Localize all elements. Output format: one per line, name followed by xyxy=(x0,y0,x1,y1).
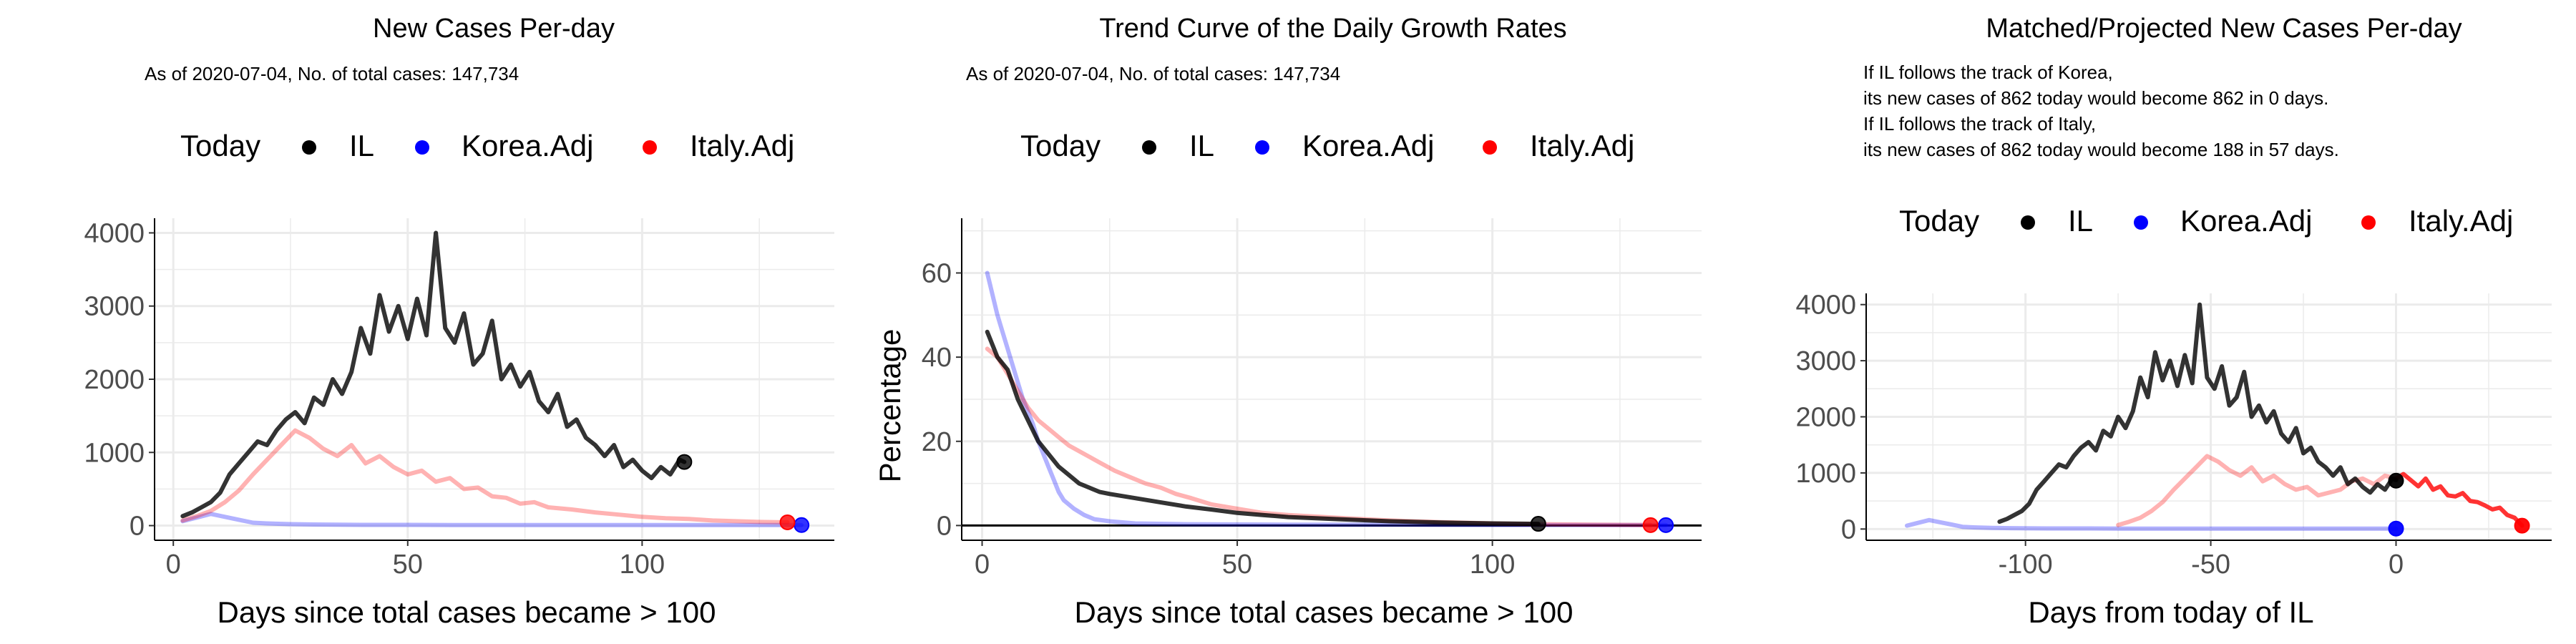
today-point-italy-adj xyxy=(2514,517,2530,534)
panel-1-title: New Cases Per-day xyxy=(373,14,615,44)
legend-label-korea: Korea.Adj xyxy=(2180,204,2312,238)
today-point-italy-adj xyxy=(1642,517,1659,533)
y-tick-label: 2000 xyxy=(84,365,145,395)
legend-label-italy: Italy.Adj xyxy=(2409,204,2513,238)
x-tick-label: 50 xyxy=(393,550,423,580)
panel-3-title: Matched/Projected New Cases Per-day xyxy=(1986,14,2462,44)
legend-label-il: IL xyxy=(1189,129,1214,162)
legend-label-italy: Italy.Adj xyxy=(690,129,794,162)
today-point-korea-adj xyxy=(1658,517,1674,533)
panel-3-annotations: If IL follows the track of Korea, its ne… xyxy=(1863,62,2339,160)
panel-1-subtitle: As of 2020-07-04, No. of total cases: 14… xyxy=(145,63,519,84)
x-tick-label: 100 xyxy=(1470,550,1515,580)
plot-background xyxy=(962,218,1702,540)
legend-label-korea: Korea.Adj xyxy=(1302,129,1434,162)
x-tick-label: -50 xyxy=(2191,550,2230,580)
y-tick-label: 0 xyxy=(130,512,145,542)
series-line-il xyxy=(180,230,687,519)
panel-2-subtitle: As of 2020-07-04, No. of total cases: 14… xyxy=(966,63,1340,84)
series-line-il xyxy=(1997,302,2399,525)
legend-title: Today xyxy=(1899,204,1979,238)
legend-label-il: IL xyxy=(2068,204,2093,238)
y-tick-label: 3000 xyxy=(84,292,145,322)
series-line-korea-adj xyxy=(180,512,804,527)
legend-label-italy: Italy.Adj xyxy=(1530,129,1634,162)
legend-title: Today xyxy=(180,129,260,162)
panel-growth-rates: Trend Curve of the Daily Growth Rates As… xyxy=(873,14,1702,629)
panel-2-plot: 0 50 100 0 20 40 60 xyxy=(922,218,1702,580)
legend-key-italy xyxy=(643,140,657,155)
series-line-italy-adj-projected xyxy=(2394,472,2524,528)
annotation-line: If IL follows the track of Korea, xyxy=(1863,62,2113,83)
legend-key-il xyxy=(1142,140,1156,155)
annotation-line: its new cases of 862 today would become … xyxy=(1863,87,2328,109)
legend-key-il xyxy=(2021,215,2035,230)
series-line-italy-adj xyxy=(180,428,790,525)
annotation-line: its new cases of 862 today would become … xyxy=(1863,139,2339,160)
panel-2-legend: Today IL Korea.Adj Italy.Adj xyxy=(1020,129,1634,162)
today-point-italy-adj xyxy=(779,514,796,530)
y-tick-label: 0 xyxy=(937,511,952,541)
panel-new-cases: New Cases Per-day As of 2020-07-04, No. … xyxy=(84,14,834,629)
x-tick-label: -100 xyxy=(1999,550,2053,580)
panel-2-y-axis-label: Percentage xyxy=(873,329,907,483)
legend-key-il xyxy=(302,140,316,155)
today-point-il xyxy=(676,454,693,470)
y-tick-label: 2000 xyxy=(1795,403,1856,433)
legend-key-italy xyxy=(1483,140,1497,155)
today-point-il xyxy=(2388,472,2404,489)
x-tick-label: 0 xyxy=(166,550,181,580)
panel-2-x-axis-label: Days since total cases became > 100 xyxy=(1075,595,1574,629)
legend-key-italy xyxy=(2361,215,2376,230)
y-tick-label: 0 xyxy=(1841,514,1856,545)
panel-1-x-axis-label: Days since total cases became > 100 xyxy=(218,595,716,629)
panel-3-legend: Today IL Korea.Adj Italy.Adj xyxy=(1899,204,2513,238)
series-line-il xyxy=(985,329,1541,527)
legend-label-il: IL xyxy=(349,129,374,162)
y-tick-label: 40 xyxy=(922,343,952,373)
panel-3-x-axis-label: Days from today of IL xyxy=(2028,595,2313,629)
y-tick-label: 20 xyxy=(922,427,952,457)
y-tick-label: 4000 xyxy=(1795,291,1856,321)
x-tick-label: 50 xyxy=(1222,550,1252,580)
panel-matched-projected: Matched/Projected New Cases Per-day If I… xyxy=(1795,14,2552,629)
legend-title: Today xyxy=(1020,129,1101,162)
series-line-korea-adj xyxy=(1905,517,2399,531)
y-tick-label: 3000 xyxy=(1795,346,1856,376)
legend-key-korea xyxy=(415,140,429,155)
series-line-korea-adj xyxy=(985,270,1669,527)
x-tick-label: 0 xyxy=(975,550,990,580)
x-tick-label: 100 xyxy=(620,550,665,580)
panel-3-plot: -100 -50 0 0 1000 2000 3000 4000 xyxy=(1795,291,2552,580)
x-tick-label: 0 xyxy=(2389,550,2404,580)
panel-1-legend: Today IL Korea.Adj Italy.Adj xyxy=(180,129,794,162)
legend-key-korea xyxy=(2134,215,2148,230)
legend-key-korea xyxy=(1255,140,1269,155)
y-tick-label: 1000 xyxy=(84,438,145,468)
annotation-line: If IL follows the track of Italy, xyxy=(1863,113,2096,135)
y-tick-label: 1000 xyxy=(1795,459,1856,489)
today-point-korea-adj xyxy=(794,517,810,533)
today-point-il xyxy=(1530,516,1546,532)
legend-label-korea: Korea.Adj xyxy=(462,129,593,162)
panel-2-title: Trend Curve of the Daily Growth Rates xyxy=(1099,14,1566,44)
y-tick-label: 4000 xyxy=(84,218,145,248)
y-tick-label: 60 xyxy=(922,258,952,288)
today-point-korea-adj xyxy=(2388,520,2404,537)
